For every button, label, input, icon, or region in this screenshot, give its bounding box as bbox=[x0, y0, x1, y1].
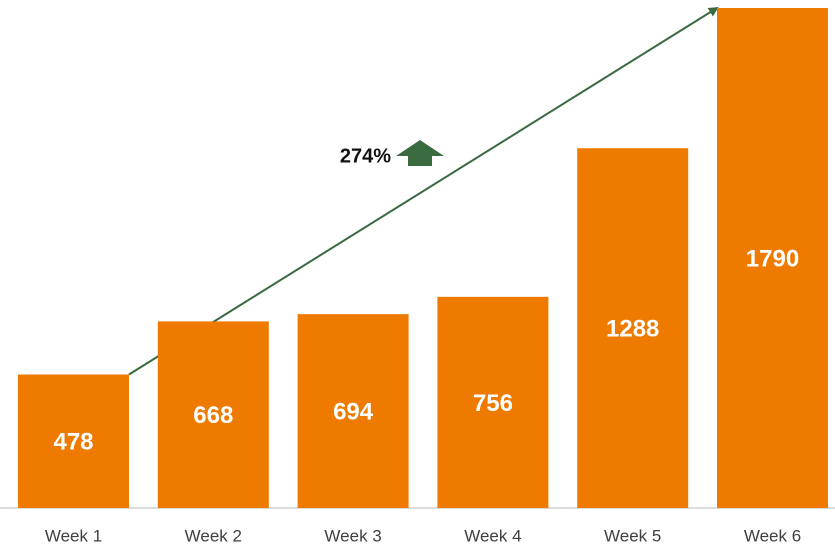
value-label: 478 bbox=[53, 429, 93, 456]
x-tick-label: Week 2 bbox=[185, 526, 242, 545]
bar bbox=[297, 314, 409, 508]
bar bbox=[157, 321, 269, 508]
bar bbox=[18, 374, 129, 508]
annotation: 274% bbox=[340, 145, 391, 167]
x-tick-label: Week 4 bbox=[464, 526, 521, 545]
up-arrow-icon bbox=[396, 140, 444, 166]
value-label: 694 bbox=[333, 398, 374, 425]
value-label: 668 bbox=[193, 402, 233, 429]
x-tick-label: Week 6 bbox=[744, 526, 801, 545]
x-tick-label: Week 5 bbox=[604, 526, 661, 545]
bar bbox=[437, 296, 549, 508]
x-tick-label: Week 1 bbox=[45, 526, 102, 545]
value-label: 1790 bbox=[746, 245, 799, 272]
value-label: 1288 bbox=[606, 315, 659, 342]
bar bbox=[577, 148, 689, 509]
bar bbox=[717, 8, 828, 508]
value-label: 756 bbox=[473, 390, 513, 417]
x-tick-label: Week 3 bbox=[324, 526, 381, 545]
trend-arrow bbox=[128, 6, 719, 376]
